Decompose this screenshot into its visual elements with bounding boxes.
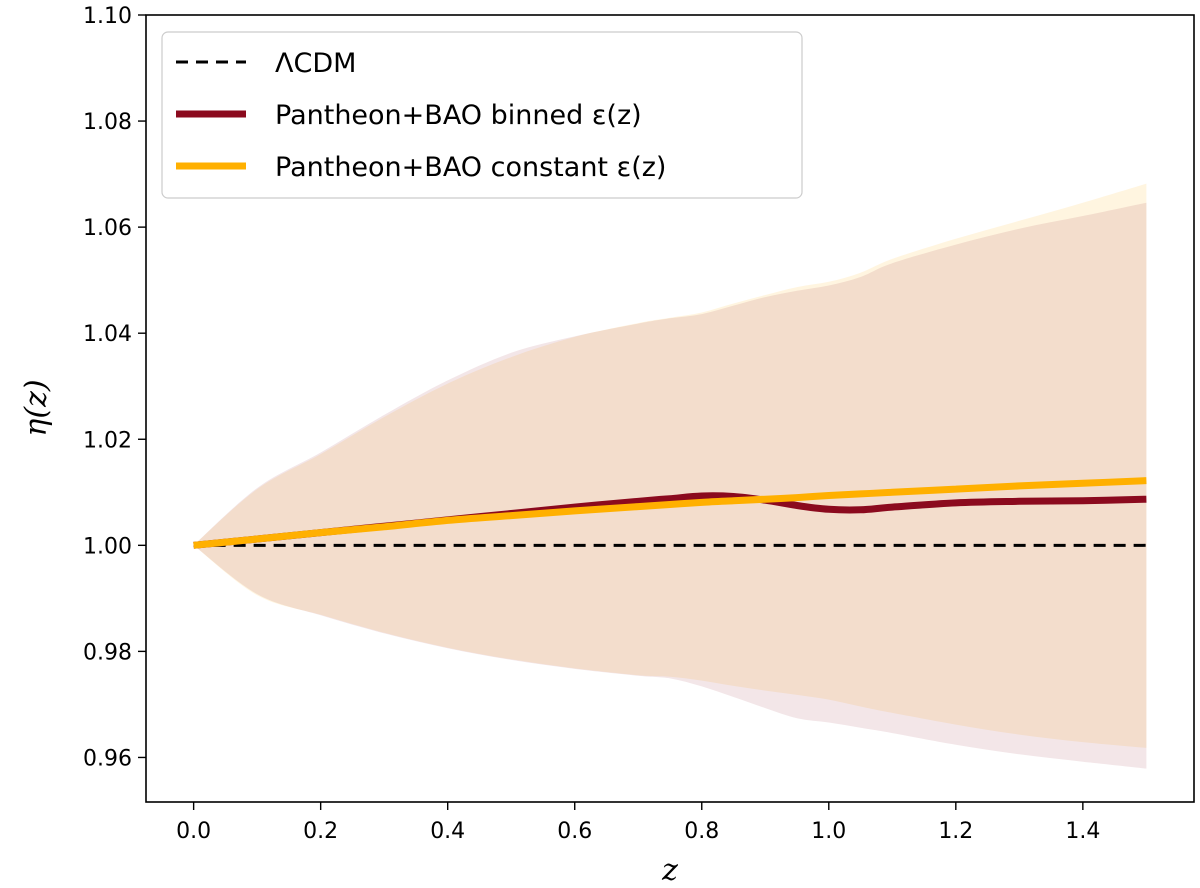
x-tick-label: 0.2 [303, 819, 338, 844]
band-constant [193, 183, 1147, 748]
y-axis-label: η(z) [19, 379, 54, 436]
y-tick-label: 1.02 [83, 428, 132, 453]
legend-label-binned: Pantheon+BAO binned ε(z) [275, 100, 642, 131]
line-constant [193, 477, 1147, 549]
y-tick-label: 0.98 [83, 640, 132, 665]
x-tick-label: 0.8 [684, 819, 719, 844]
y-axis: 0.96 0.98 1.00 1.02 1.04 1.06 1.08 1.10 [83, 4, 146, 771]
y-tick-label: 1.10 [83, 4, 132, 29]
legend-label-lcdm: ΛCDM [275, 48, 356, 79]
legend-label-constant: Pantheon+BAO constant ε(z) [275, 152, 666, 183]
y-tick-label: 1.08 [83, 110, 132, 135]
x-tick-label: 0.0 [176, 819, 211, 844]
x-tick-label: 1.0 [811, 819, 846, 844]
y-tick-label: 0.96 [83, 746, 132, 771]
x-tick-label: 0.6 [557, 819, 592, 844]
x-axis-label: z [661, 853, 678, 888]
x-axis: 0.0 0.2 0.4 0.6 0.8 1.0 1.2 1.4 [176, 802, 1100, 844]
y-tick-label: 1.00 [83, 534, 132, 559]
x-tick-label: 1.2 [938, 819, 973, 844]
plot-frame [145, 14, 1195, 803]
confidence-bands [193, 183, 1147, 769]
x-tick-label: 1.4 [1065, 819, 1100, 844]
legend-box [161, 31, 803, 199]
y-tick-label: 1.04 [83, 322, 132, 347]
band-binned [193, 202, 1147, 769]
series-lines [193, 477, 1147, 549]
y-tick-label: 1.06 [83, 216, 132, 241]
legend: ΛCDM Pantheon+BAO binned ε(z) Pantheon+B… [161, 31, 803, 199]
x-tick-label: 0.4 [430, 819, 465, 844]
